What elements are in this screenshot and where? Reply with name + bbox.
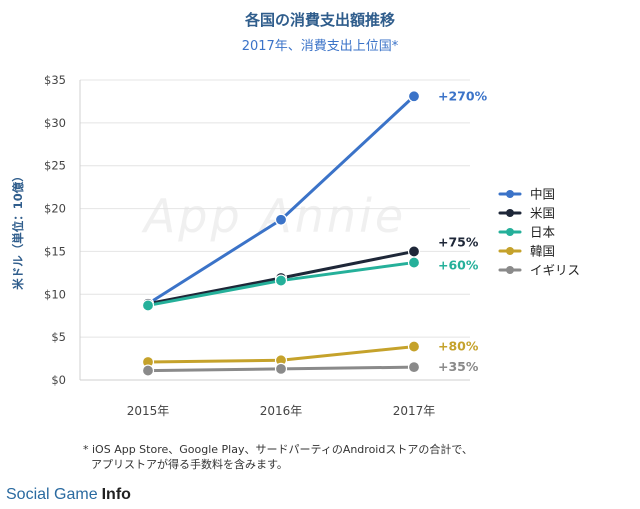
credit-social-game: Social Game — [6, 486, 98, 503]
chart-subtitle: 2017年、消費支出上位国* — [242, 39, 399, 54]
data-point — [407, 340, 421, 353]
y-tick-label: $30 — [44, 116, 66, 130]
source-credit: Social Game Info — [6, 486, 131, 504]
y-tick-label: $5 — [51, 330, 66, 344]
legend-swatch-dot — [506, 266, 514, 274]
y-tick-label: $0 — [51, 373, 66, 387]
legend-label: 日本 — [530, 225, 556, 240]
data-point — [407, 245, 421, 258]
data-point — [274, 274, 288, 287]
legend-label: イギリス — [530, 263, 580, 278]
data-point — [407, 256, 421, 269]
y-tick-label: $20 — [44, 202, 66, 216]
change-label: +270% — [438, 88, 488, 103]
change-label: +80% — [438, 339, 479, 354]
credit-info: Info — [101, 486, 131, 503]
legend-label: 中国 — [530, 187, 555, 202]
footnote-line-1: * iOS App Store、Google Play、サードパーティのAndr… — [83, 443, 473, 456]
change-label: +35% — [438, 359, 479, 374]
chart-title: 各国の消費支出額推移 — [244, 11, 395, 29]
footnote: * iOS App Store、Google Play、サードパーティのAndr… — [83, 442, 563, 472]
legend-swatch-dot — [506, 228, 514, 236]
y-tick-label: $10 — [44, 287, 66, 301]
legend-swatch-dot — [506, 247, 514, 255]
y-axis-label: 米ドル（単位：10億） — [11, 170, 25, 291]
x-tick-label: 2017年 — [393, 404, 436, 418]
footnote-line-2: アプリストアが得る手数料を含みます。 — [91, 458, 288, 471]
legend-swatch-dot — [506, 190, 514, 198]
y-tick-label: $35 — [44, 73, 66, 87]
watermark: App Annie — [141, 189, 406, 243]
data-point — [407, 90, 421, 103]
x-tick-label: 2016年 — [260, 404, 303, 418]
data-point — [274, 362, 288, 375]
legend-label: 韓国 — [530, 244, 555, 259]
data-point — [274, 213, 288, 226]
y-tick-label: $25 — [44, 159, 66, 173]
legend-swatch-dot — [506, 209, 514, 217]
change-label: +60% — [438, 258, 479, 273]
data-point — [407, 361, 421, 374]
x-tick-label: 2015年 — [127, 404, 170, 418]
data-point — [141, 299, 155, 312]
legend-label: 米国 — [530, 206, 555, 221]
data-point — [141, 364, 155, 377]
y-tick-label: $15 — [44, 244, 66, 258]
change-label: +75% — [438, 234, 479, 249]
